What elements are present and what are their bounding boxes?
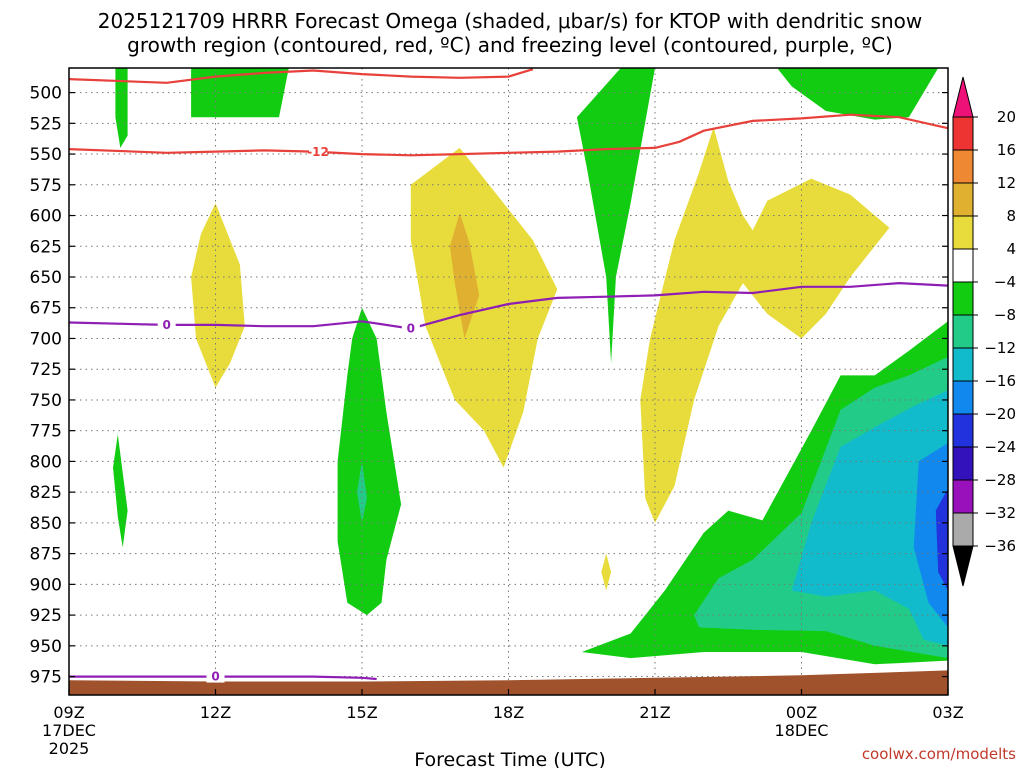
x-date-label: 17DEC [42, 721, 96, 740]
chart-title-line2: growth region (contoured, red, ºC) and f… [127, 33, 893, 57]
y-tick-label: 575 [30, 176, 62, 196]
y-tick-label: 525 [30, 114, 62, 134]
y-tick-label: 825 [30, 483, 62, 503]
omega-shaded-region-3 [777, 68, 939, 120]
x-axis-title: Forecast Time (UTC) [414, 749, 605, 768]
plot-area: -12 0 0 0 [68, 67, 949, 696]
colorbar-label: −4 [994, 273, 1016, 291]
colorbar-label: −16 [984, 372, 1016, 390]
contour-label-bg [157, 317, 176, 331]
colorbar-segment [952, 347, 974, 382]
omega-shaded-region-16 [935, 488, 948, 591]
colorbar-top-arrow [952, 76, 974, 118]
y-tick-label: 725 [30, 360, 62, 380]
omega-shaded-region-15 [913, 443, 948, 628]
x-tick-label: 09Z [53, 703, 84, 722]
y-tick-label: 850 [30, 514, 62, 534]
contour-label: 0 [162, 318, 170, 332]
contour-label-bg [206, 669, 225, 683]
x-tick-label: 21Z [639, 703, 670, 722]
omega-shaded-region-2 [576, 68, 655, 364]
x-year-label: 2025 [49, 739, 90, 758]
omega-shaded-region-0 [115, 68, 128, 148]
contour-label: 0 [211, 670, 219, 684]
colorbar-segment [952, 116, 974, 151]
colorbar-label: 4 [1006, 240, 1016, 258]
colorbar-segment [952, 479, 974, 514]
colorbar-label: 12 [997, 174, 1016, 192]
colorbar-label: −20 [984, 405, 1016, 423]
colorbar-segment [952, 281, 974, 316]
chart-title-line1: 2025121709 HRRR Forecast Omega (shaded, … [98, 9, 922, 33]
colorbar-label: −24 [984, 438, 1016, 456]
terrain-surface [69, 670, 948, 695]
y-tick-label: 550 [30, 145, 62, 165]
x-tick-label: 15Z [346, 703, 377, 722]
credit-label[interactable]: coolwx.com/modelts [862, 745, 1016, 763]
colorbar-label: −32 [984, 504, 1016, 522]
omega-shaded-region-5 [410, 147, 558, 468]
colorbar-segment [952, 149, 974, 184]
omega-shaded-region-14 [791, 390, 948, 646]
colorbar-label: 20 [997, 108, 1016, 126]
contour-label-bg [401, 321, 420, 335]
colorbar-segment [952, 380, 974, 415]
y-tick-label: 950 [30, 637, 62, 657]
colorbar-label: 16 [997, 141, 1016, 159]
colorbar-segment [952, 314, 974, 349]
contour-line-3 [69, 675, 377, 681]
contour-label: -12 [307, 145, 329, 159]
contour-label: 0 [407, 322, 415, 336]
x-tick-label: 12Z [200, 703, 231, 722]
contour-line-1 [69, 68, 534, 84]
colorbar-segment [952, 248, 974, 283]
x-tick-label: 18Z [493, 703, 524, 722]
omega-shaded-region-6 [449, 213, 480, 339]
omega-shaded-region-7 [640, 127, 890, 523]
y-tick-label: 750 [30, 391, 62, 411]
colorbar-label: −28 [984, 471, 1016, 489]
contour-line-0 [69, 113, 948, 157]
y-tick-label: 700 [30, 329, 62, 349]
colorbar-label: −12 [984, 339, 1016, 357]
colorbar-label: −8 [994, 306, 1016, 324]
omega-shaded-region-8 [601, 553, 612, 591]
contour-line-2 [69, 281, 948, 330]
y-tick-label: 650 [30, 268, 62, 288]
x-date-label: 18DEC [775, 721, 829, 740]
omega-shaded-region-9 [337, 307, 402, 616]
colorbar-bottom-arrow [952, 545, 974, 587]
y-axis-ticks: 500 525 550 575 600 625 650 675 700 725 750 775 800 8… [30, 84, 948, 688]
colorbar-segment [952, 512, 974, 547]
colorbar-label: −36 [984, 537, 1016, 555]
y-tick-label: 675 [30, 299, 62, 319]
y-tick-label: 600 [30, 207, 62, 227]
colorbar-segment [952, 182, 974, 217]
y-tick-label: 925 [30, 606, 62, 626]
y-tick-label: 800 [30, 452, 62, 472]
y-tick-label: 500 [30, 84, 62, 104]
colorbar-label: 8 [1006, 207, 1016, 225]
x-tick-label: 03Z [932, 703, 963, 722]
y-tick-label: 875 [30, 545, 62, 565]
y-tick-label: 775 [30, 422, 62, 442]
x-tick-label: 00Z [786, 703, 817, 722]
colorbar-segment [952, 413, 974, 448]
y-tick-label: 975 [30, 668, 62, 688]
colorbar-segment [952, 446, 974, 481]
omega-shaded-region-4 [191, 203, 245, 388]
y-tick-label: 900 [30, 575, 62, 595]
y-tick-label: 625 [30, 237, 62, 257]
omega-shaded-region-11 [113, 434, 128, 548]
colorbar-segment [952, 215, 974, 250]
colorbar: 20 16 12 8 4 −4 −8 −12 −16 −20 −24 −28 −32 −36 [952, 76, 1016, 587]
contour-label-bg [309, 144, 328, 158]
